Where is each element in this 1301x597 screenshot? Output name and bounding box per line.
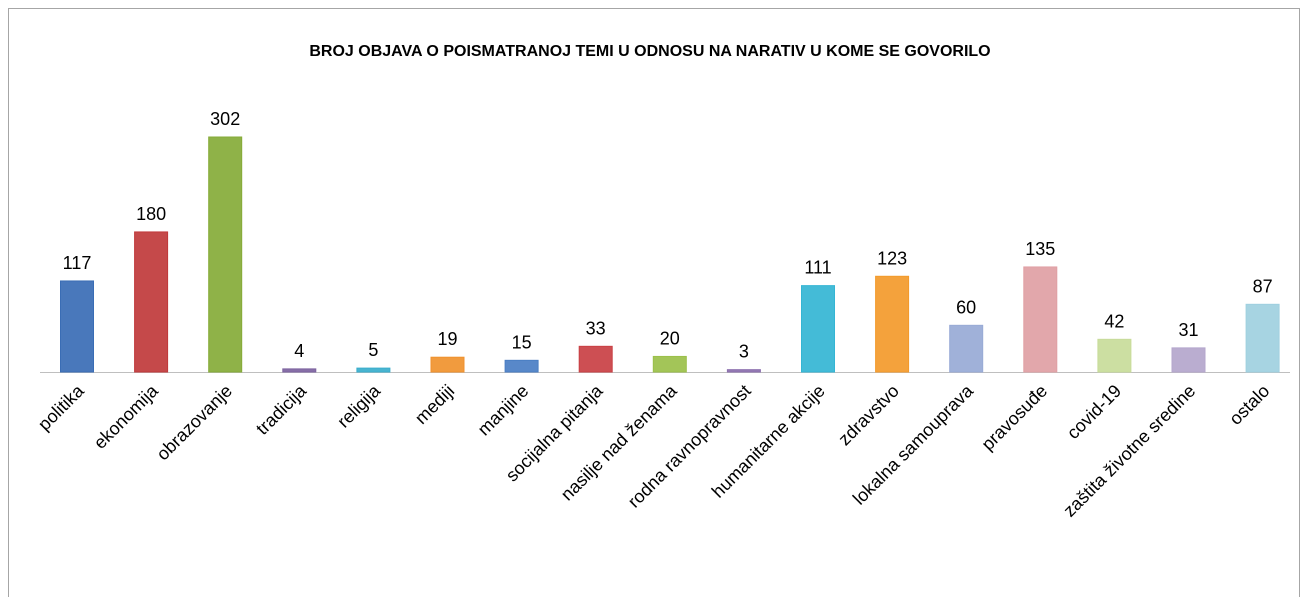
bar <box>282 368 317 373</box>
bar <box>504 359 539 373</box>
value-label: 20 <box>660 328 680 348</box>
bar <box>1245 303 1280 373</box>
bar <box>652 355 687 373</box>
bar <box>60 280 94 373</box>
value-label: 42 <box>1104 311 1124 331</box>
value-label: 4 <box>294 341 304 361</box>
value-label: 117 <box>63 253 92 273</box>
value-label: 5 <box>368 340 378 360</box>
value-label: 15 <box>512 332 532 352</box>
value-label: 111 <box>804 258 831 278</box>
value-label: 33 <box>586 318 606 338</box>
chart-frame <box>8 8 1300 597</box>
bar <box>949 324 984 373</box>
value-label: 3 <box>739 342 749 362</box>
bar <box>801 285 835 373</box>
value-label: 19 <box>437 329 457 349</box>
bar <box>1023 266 1058 373</box>
bar <box>578 345 613 373</box>
value-label: 87 <box>1253 276 1273 296</box>
value-label: 31 <box>1178 320 1198 340</box>
bar <box>134 231 169 373</box>
value-label: 123 <box>877 248 907 268</box>
chart-title: BROJ OBJAVA O POISMATRANOJ TEMI U ODNOSU… <box>309 43 990 60</box>
bar <box>1171 347 1206 373</box>
bar <box>1097 338 1132 373</box>
bar <box>356 367 391 373</box>
value-label: 60 <box>956 297 976 317</box>
bar <box>208 136 243 373</box>
value-label: 135 <box>1025 239 1055 259</box>
bar <box>430 356 465 373</box>
value-label: 180 <box>136 204 166 224</box>
bar <box>726 369 761 373</box>
value-label: 302 <box>210 109 240 129</box>
bar <box>875 275 910 373</box>
